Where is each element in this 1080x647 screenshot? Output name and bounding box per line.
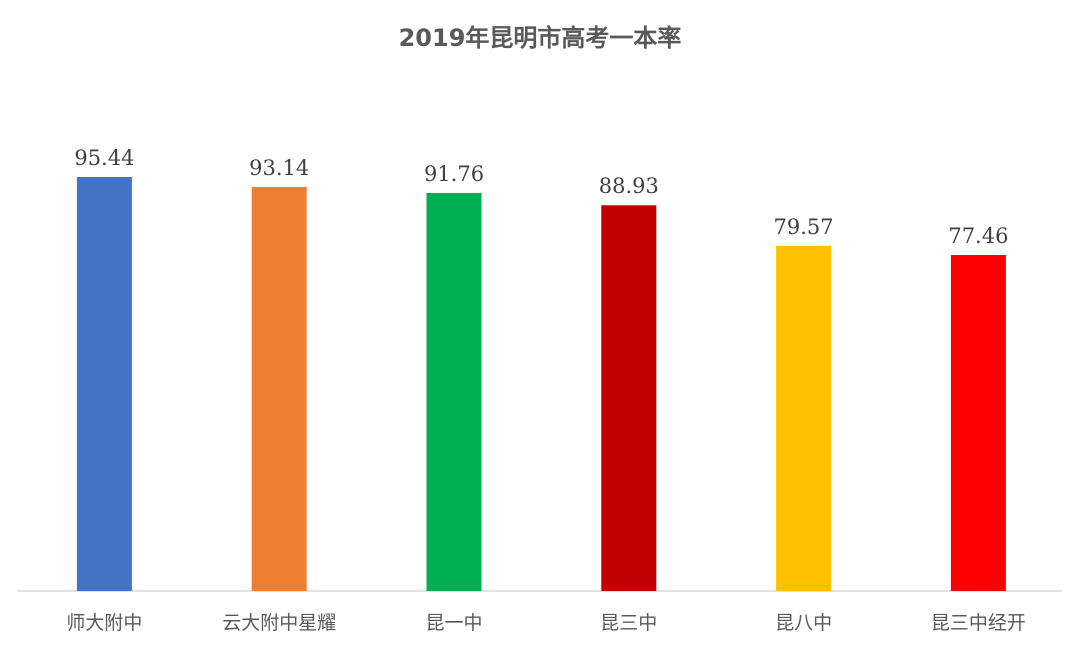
data-label: 95.44 <box>74 146 134 170</box>
data-label: 77.46 <box>948 224 1008 248</box>
bar <box>950 254 1006 591</box>
x-tick-label: 昆八中 <box>775 612 832 634</box>
x-tick-label: 昆三中经开 <box>931 612 1026 634</box>
x-tick-label: 云大附中星耀 <box>222 612 336 634</box>
bar <box>76 177 132 591</box>
chart-title: 2019年昆明市高考一本率 <box>398 24 682 52</box>
x-tick-label: 昆一中 <box>425 612 482 634</box>
data-label: 91.76 <box>424 162 484 186</box>
bar <box>426 192 482 591</box>
x-tick-label: 昆三中 <box>600 612 657 634</box>
bar <box>601 205 657 591</box>
bar <box>776 245 832 591</box>
x-tick-label: 师大附中 <box>66 612 142 634</box>
data-label: 79.57 <box>774 215 834 239</box>
bar <box>251 186 307 592</box>
data-label: 88.93 <box>599 174 659 198</box>
data-label: 93.14 <box>249 156 309 180</box>
